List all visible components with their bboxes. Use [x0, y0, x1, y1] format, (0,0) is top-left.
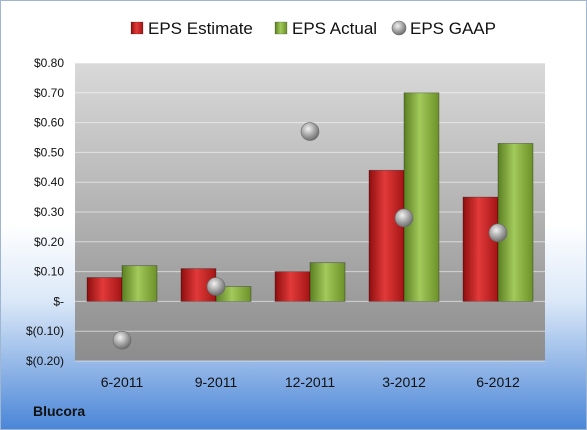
y-tick-label: $0.50	[34, 145, 64, 159]
bar-eps-estimate	[274, 271, 311, 302]
legend: EPS Estimate EPS Actual EPS GAAP	[130, 19, 496, 38]
y-tick-label: $0.20	[34, 235, 64, 249]
bar-series	[86, 92, 534, 302]
bar-eps-estimate	[368, 169, 405, 302]
y-tick-label: $0.60	[34, 116, 64, 130]
y-axis-tick-labels: $(0.20) $(0.10) $- $0.10 $0.20 $0.30 $0.40 $0.5…	[26, 56, 64, 368]
marker-eps-gaap	[394, 208, 414, 228]
y-tick-label: $0.80	[34, 56, 64, 70]
x-tick-label: 9-2011	[195, 374, 238, 390]
y-tick-label: $-	[53, 294, 64, 308]
x-axis-tick-labels: 6-2011 9-2011 12-2011 3-2012 6-2012	[101, 374, 520, 390]
x-tick-label: 6-2012	[476, 374, 520, 390]
legend-swatch	[274, 21, 288, 35]
company-label: Blucora	[33, 403, 85, 419]
y-tick-label: $0.30	[34, 205, 64, 219]
x-tick-label: 6-2011	[101, 374, 144, 390]
x-tick-label: 12-2011	[285, 374, 336, 390]
legend-swatch	[391, 20, 407, 36]
bar-eps-actual	[121, 265, 158, 302]
x-tick-label: 3-2012	[382, 374, 426, 390]
bar-eps-estimate	[86, 277, 123, 302]
marker-eps-gaap	[206, 277, 226, 296]
marker-eps-gaap	[300, 122, 320, 141]
y-tick-label: $(0.10)	[26, 324, 64, 338]
marker-series	[112, 122, 508, 350]
y-tick-label: $0.10	[34, 265, 64, 279]
y-tick-label: $(0.20)	[26, 354, 64, 368]
bar-eps-actual	[309, 262, 346, 302]
legend-label: EPS Actual	[292, 19, 377, 38]
legend-label: EPS Estimate	[148, 19, 253, 38]
bar-eps-estimate	[462, 196, 499, 302]
bar-eps-actual	[403, 92, 440, 302]
legend-swatch	[130, 21, 144, 35]
y-tick-label: $0.70	[34, 86, 64, 100]
marker-eps-gaap	[488, 223, 508, 243]
marker-eps-gaap	[112, 330, 132, 350]
bar-eps-actual	[497, 143, 534, 302]
legend-label: EPS GAAP	[410, 19, 496, 38]
y-tick-label: $0.40	[34, 175, 64, 189]
